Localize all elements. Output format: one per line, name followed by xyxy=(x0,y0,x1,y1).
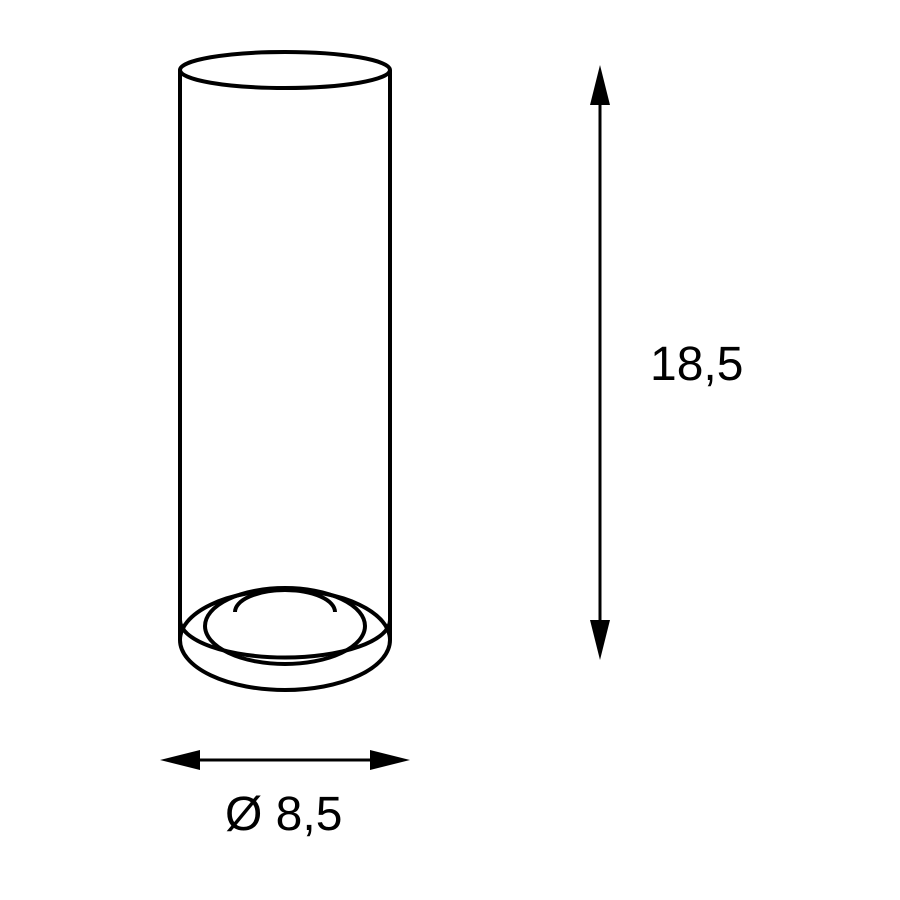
diameter-label: Ø 8,5 xyxy=(225,788,342,841)
cylinder-shape xyxy=(180,52,390,690)
dimension-diagram: 18,5 Ø 8,5 xyxy=(0,0,900,900)
height-dimension: 18,5 xyxy=(590,65,743,660)
height-label: 18,5 xyxy=(650,338,743,391)
diameter-dimension: Ø 8,5 xyxy=(160,750,410,841)
